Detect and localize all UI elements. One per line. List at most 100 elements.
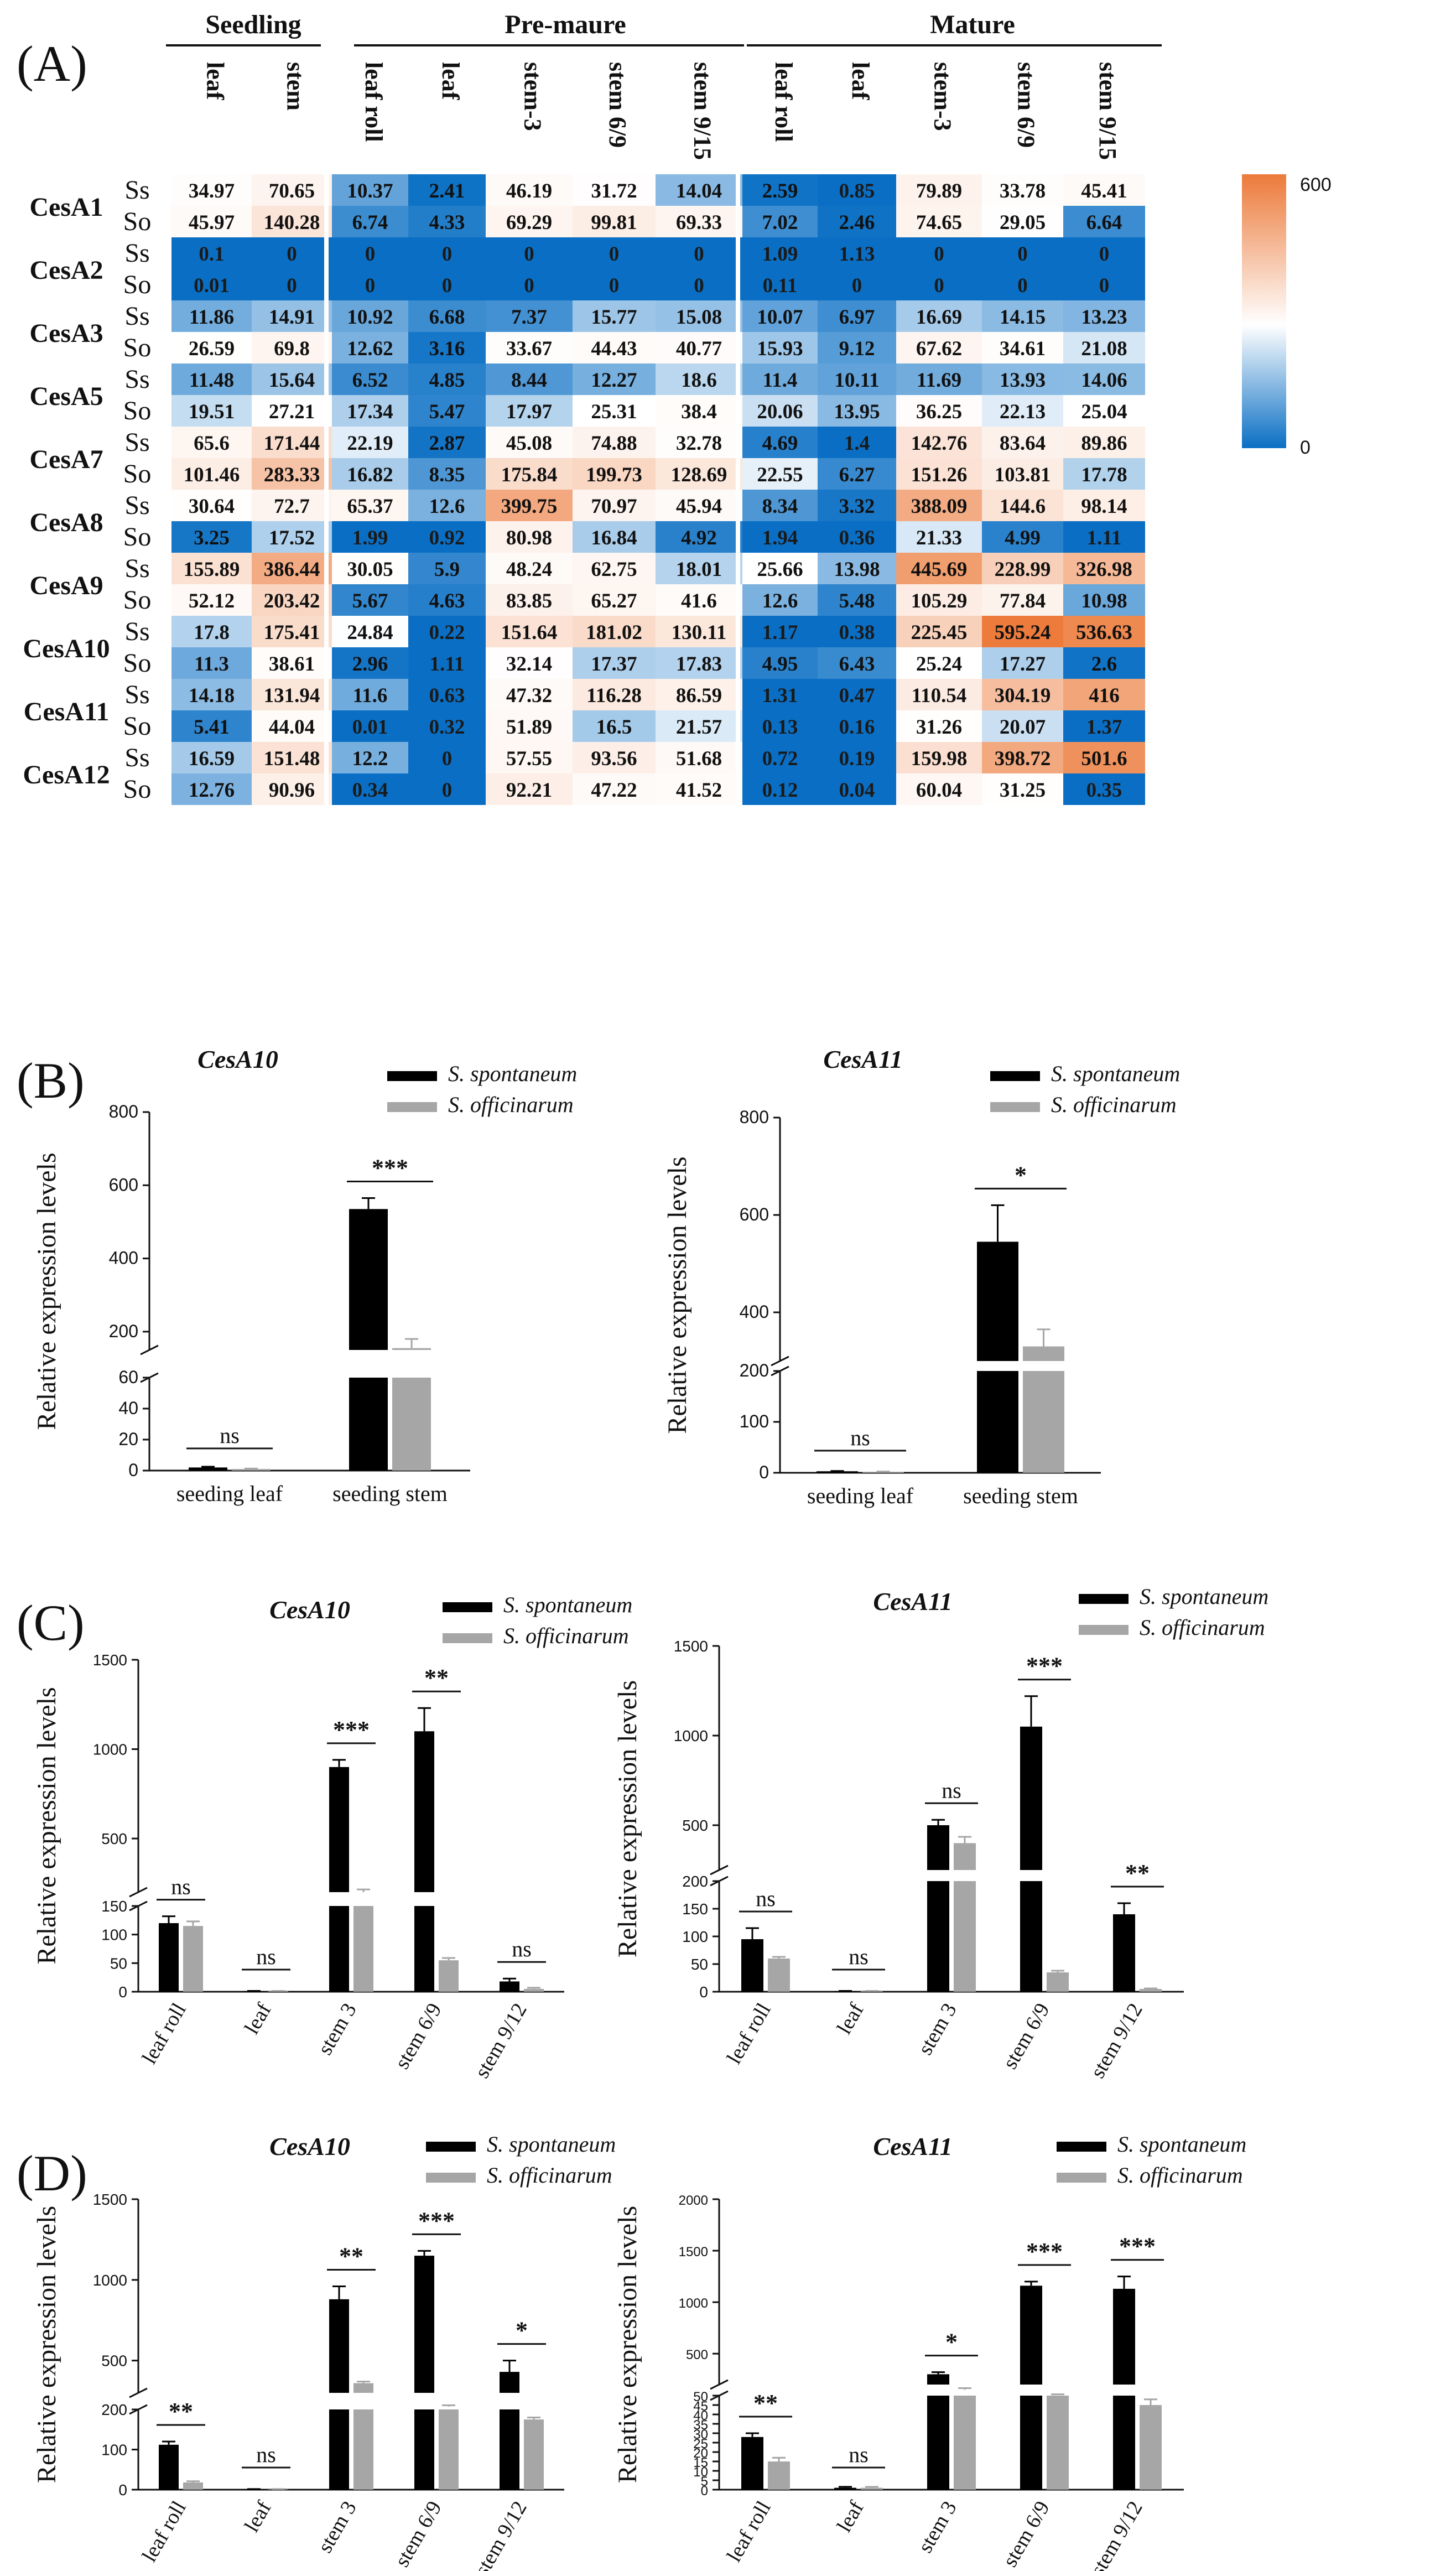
bar [524, 1988, 544, 1992]
heatmap-cell-value: 151.64 [501, 621, 558, 644]
heatmap-cell [818, 647, 896, 679]
heatmap-cell [486, 647, 573, 679]
heatmap-cell-value: 3.32 [839, 495, 875, 518]
y-tick-label: 1000 [93, 2272, 127, 2289]
heatmap-cell [1063, 300, 1145, 332]
heatmap-cell [408, 300, 486, 332]
heatmap-cell-value: 1.37 [1086, 716, 1122, 739]
heatmap-cell-value: 52.12 [189, 590, 235, 612]
bar [861, 2487, 883, 2490]
heatmap-cell [742, 237, 818, 269]
legend-swatch [990, 1102, 1040, 1112]
legend-swatch [1057, 2142, 1106, 2152]
heatmap-cell [742, 206, 818, 237]
heatmap-cell-value: 6.97 [839, 306, 875, 329]
y-tick-label: 1500 [679, 2245, 708, 2260]
heatmap-cell-value: 0.47 [839, 684, 875, 707]
y-tick-label: 800 [109, 1102, 138, 1121]
heatmap-cell-value: 33.67 [506, 337, 552, 360]
heatmap-cell [818, 363, 896, 395]
heatmap-cell-value: 0 [1017, 243, 1028, 266]
heatmap-cell [896, 710, 982, 742]
y-tick-label: 0 [701, 2484, 708, 2499]
column-header: stem 9/15 [689, 62, 716, 160]
heatmap-cell [408, 616, 486, 647]
heatmap-cell [1063, 553, 1145, 584]
heatmap-cell-value: 175.84 [501, 464, 558, 486]
heatmap-cell [171, 584, 252, 616]
heatmap-cell [742, 647, 818, 679]
heatmap-cell [896, 174, 982, 206]
heatmap-cell [486, 773, 573, 805]
heatmap-cell [573, 490, 656, 521]
heatmap-cell-value: 17.8 [194, 621, 230, 644]
significance-label: *** [372, 1154, 408, 1181]
bar [414, 2256, 434, 2393]
heatmap-cell-value: 140.28 [264, 211, 320, 234]
heatmap-cell [1063, 616, 1145, 647]
heatmap-cell [656, 174, 742, 206]
heatmap-cell-value: 17.27 [1000, 653, 1046, 676]
stage-header: Pre-maure [505, 10, 626, 39]
heatmap-cell-value: 0 [287, 243, 297, 266]
y-tick-label: 0 [759, 1462, 769, 1482]
heatmap-cell-value: 74.65 [916, 211, 962, 234]
heatmap-cell-value: 416 [1089, 684, 1120, 707]
heatmap-cell-value: 0 [694, 274, 704, 297]
heatmap-cell-value: 47.22 [591, 779, 637, 802]
y-tick-label: 0 [699, 1983, 708, 2001]
heatmap-cell-value: 4.99 [1005, 527, 1041, 549]
significance-label: *** [1119, 2233, 1156, 2260]
heatmap-cell-value: 38.61 [269, 653, 315, 676]
heatmap-cell-value: 10.37 [347, 180, 393, 202]
heatmap-cell-value: 7.37 [511, 306, 547, 329]
heatmap-cell [486, 363, 573, 395]
heatmap-cell-value: 203.42 [264, 590, 320, 612]
y-tick-label: 0 [118, 1983, 127, 2001]
heatmap-cell-value: 38.4 [681, 401, 717, 423]
heatmap-cell-value: 45.97 [189, 211, 235, 234]
heatmap-cell [171, 742, 252, 773]
heatmap-cell-value: 15.64 [269, 369, 315, 392]
heatmap-cell-value: 445.69 [911, 558, 968, 581]
x-tick-label: stem 9/12 [1086, 2497, 1147, 2571]
heatmap-cell [252, 269, 332, 300]
bar [189, 1467, 227, 1471]
heatmap-cell [332, 773, 408, 805]
y-tick-label: 50 [110, 1955, 127, 1972]
heatmap-cell-value: 4.33 [429, 211, 465, 234]
heatmap-cell [982, 427, 1063, 458]
heatmap-cell-value: 0.1 [199, 243, 224, 266]
y-tick-label: 35 [693, 2418, 708, 2433]
gene-label: CesA7 [29, 445, 103, 474]
y-axis-label: Relative expression levels [32, 2206, 61, 2483]
gene-label: CesA9 [29, 571, 103, 600]
heatmap-cell [573, 363, 656, 395]
heatmap-cell-value: 536.63 [1076, 621, 1132, 644]
heatmap-cell-value: 31.72 [591, 180, 637, 202]
heatmap-cell-value: 228.99 [995, 558, 1051, 581]
y-tick-label: 1000 [674, 1727, 708, 1744]
y-tick-label: 25 [693, 2437, 708, 2451]
heatmap-cell-value: 0 [442, 274, 453, 297]
legend-label: S. officinarum [1051, 1092, 1177, 1117]
significance-label: ns [850, 1425, 870, 1450]
species-label: Ss [124, 617, 149, 646]
heatmap-cell-value: 69.8 [274, 337, 310, 360]
species-label: So [123, 270, 152, 299]
heatmap-cell-value: 0.16 [839, 716, 875, 739]
heatmap-cell-value: 65.6 [194, 432, 230, 455]
significance-label: *** [1026, 1653, 1063, 1680]
heatmap-cell-value: 22.55 [757, 464, 803, 486]
y-tick-label: 1500 [93, 1651, 127, 1669]
y-tick-label: 400 [740, 1302, 769, 1322]
heatmap-cell [656, 300, 742, 332]
heatmap-cell [818, 521, 896, 553]
heatmap-cell [408, 584, 486, 616]
y-axis-label: Relative expression levels [613, 1680, 642, 1957]
heatmap-cell [1063, 427, 1145, 458]
heatmap-cell [1063, 773, 1145, 805]
heatmap-cell-value: 1.94 [762, 527, 798, 549]
heatmap-cell-value: 13.98 [834, 558, 880, 581]
